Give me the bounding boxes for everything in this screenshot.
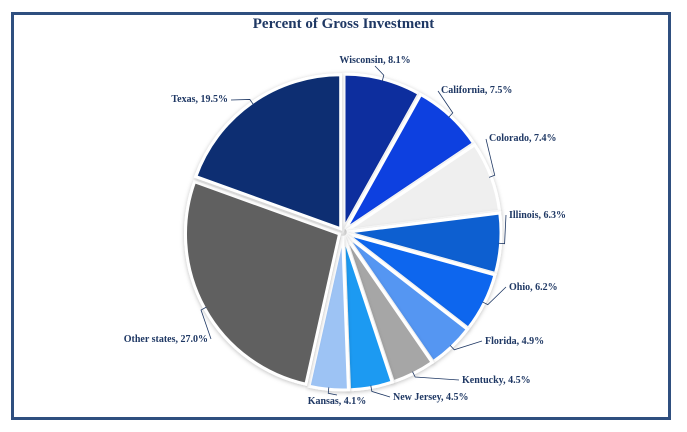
data-label-colorado: Colorado, 7.4% (489, 133, 557, 144)
data-label-california: California, 7.5% (441, 85, 512, 96)
leader-line-colorado (485, 138, 496, 178)
leader-line-new-jersey (370, 385, 391, 398)
leader-line-florida (449, 340, 483, 351)
data-label-other-states: Other states, 27.0% (124, 334, 208, 345)
leader-line-california (437, 90, 454, 118)
leader-line-illinois (498, 214, 507, 245)
data-label-kansas: Kansas, 4.1% (308, 396, 367, 407)
leader-line-kansas (327, 387, 338, 396)
leader-line-wisconsin (374, 65, 385, 82)
leader-line-other-states (200, 306, 212, 340)
data-label-new-jersey: New Jersey, 4.5% (393, 392, 469, 403)
leader-line-texas (230, 99, 254, 105)
data-label-texas: Texas, 19.5% (171, 94, 228, 105)
data-label-illinois: Illinois, 6.3% (509, 210, 566, 221)
data-label-wisconsin: Wisconsin, 8.1% (339, 55, 410, 66)
leader-line-kentucky (412, 371, 460, 381)
leader-line-ohio (482, 286, 507, 306)
data-label-ohio: Ohio, 6.2% (509, 282, 558, 293)
data-label-kentucky: Kentucky, 4.5% (462, 375, 531, 386)
chart-title: Percent of Gross Investment (252, 16, 435, 32)
data-label-florida: Florida, 4.9% (485, 336, 544, 347)
